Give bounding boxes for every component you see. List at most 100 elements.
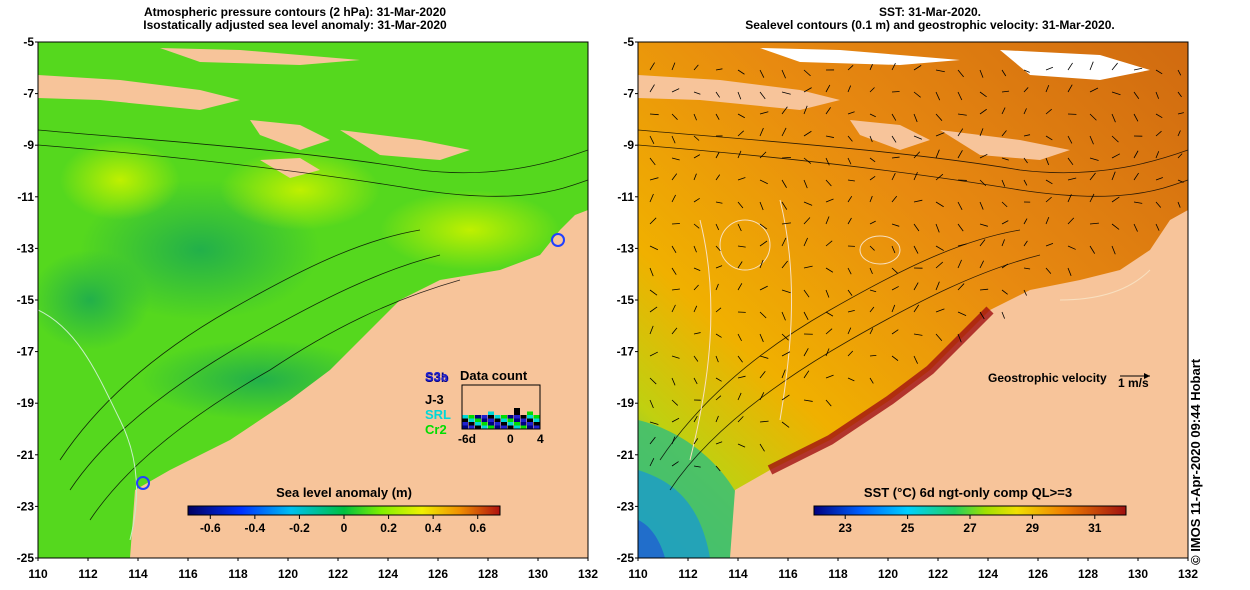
velocity-arrow <box>1067 157 1074 166</box>
velocity-arrow <box>847 350 854 357</box>
velocity-arrow <box>847 111 855 115</box>
count-bar <box>501 422 507 426</box>
velocity-arrow <box>803 69 811 77</box>
count-bar <box>462 415 468 419</box>
sst-ytick-label: -25 <box>617 551 635 565</box>
velocity-arrow <box>671 173 678 181</box>
velocity-arrow <box>1133 172 1139 181</box>
sla-ytick-label: -17 <box>17 345 35 359</box>
velocity-arrows <box>649 61 1184 472</box>
velocity-arrow <box>759 69 765 78</box>
count-xtick: -6d <box>458 432 476 446</box>
velocity-arrow <box>803 217 811 225</box>
velocity-arrow <box>891 91 900 93</box>
velocity-arrow <box>1045 157 1050 166</box>
velocity-arrow <box>1045 84 1050 93</box>
velocity-arrow <box>649 289 658 296</box>
timor-island <box>940 130 1070 160</box>
sla-colorbar-tick-label: -0.2 <box>289 521 310 535</box>
count-bar <box>527 411 533 415</box>
velocity-arrow <box>1045 243 1054 247</box>
velocity-arrow <box>891 172 896 181</box>
sla-xtick-label: 124 <box>378 567 398 581</box>
java-island <box>38 75 240 110</box>
velocity-arrow <box>693 64 699 71</box>
sst-colorbar-tick-label: 25 <box>901 521 915 535</box>
velocity-arrow <box>913 91 921 98</box>
sst-xtick-label: 122 <box>928 567 948 581</box>
velocity-arrow <box>1023 289 1027 296</box>
velocity-arrow <box>891 195 898 203</box>
velocity-arrow <box>825 216 830 225</box>
station-marker <box>136 476 150 490</box>
velocity-arrow <box>759 240 768 247</box>
station-marker <box>551 233 565 247</box>
velocity-arrow <box>1111 245 1116 255</box>
velocity-arrow <box>693 415 698 423</box>
velocity-arrow <box>1111 91 1121 96</box>
velocity-arrow <box>1001 107 1006 115</box>
velocity-arrow <box>1089 157 1099 161</box>
sst-ytick-label: -15 <box>617 293 635 307</box>
count-bar <box>481 422 488 426</box>
velocity-arrow <box>803 105 808 115</box>
velocity-arrow <box>781 201 788 210</box>
count-bar <box>520 422 527 426</box>
velocity-arrow <box>1155 223 1160 231</box>
velocity-arrow <box>737 443 746 448</box>
velocity-arrow <box>825 348 830 357</box>
velocity-arrow <box>979 311 985 320</box>
velocity-arrow <box>737 245 746 248</box>
velocity-arrow <box>847 179 855 182</box>
velocity-arrow <box>1001 179 1006 187</box>
sla-colorbar-tick-label: -0.4 <box>245 521 266 535</box>
count-bar <box>481 425 488 429</box>
velocity-arrow <box>693 91 701 95</box>
sst-xtick-label: 110 <box>628 567 648 581</box>
velocity-arrow <box>869 87 875 93</box>
velocity-arrow <box>935 173 944 181</box>
velocity-arrow <box>759 201 764 211</box>
velocity-arrow <box>891 245 896 254</box>
velocity-arrow <box>715 223 720 231</box>
velocity-arrow <box>935 69 945 73</box>
velocity-arrow <box>913 304 920 313</box>
velocity-arrow <box>847 85 852 93</box>
sla-colorbar-gradient <box>187 505 501 516</box>
velocity-arrow <box>1089 245 1096 254</box>
velocity-arrow <box>671 157 680 161</box>
velocity-arrow <box>693 305 698 313</box>
velocity-arrow <box>671 113 678 120</box>
sla-xtick-label: 128 <box>478 567 498 581</box>
velocity-arrow <box>891 267 898 274</box>
velocity-arrow <box>1045 179 1053 185</box>
velocity-arrow <box>825 328 833 335</box>
count-bar <box>501 418 507 422</box>
count-bar <box>462 422 468 426</box>
velocity-arrow <box>1133 67 1143 71</box>
count-bar <box>501 425 507 429</box>
sst-colorbar-gradient <box>813 505 1127 516</box>
sst-ytick-label: -11 <box>617 190 634 204</box>
sla-colorbar: Sea level anomaly (m) -0.6 -0.4 -0.2 0 0.2 0.… <box>187 485 501 535</box>
sla-xtick-label: 120 <box>278 567 298 581</box>
sla-xtick-label: 110 <box>28 567 48 581</box>
velocity-arrow <box>1045 66 1054 71</box>
velocity-arrow <box>693 245 697 253</box>
velocity-arrow <box>781 106 788 115</box>
sst-colorbar-tick-label: 23 <box>839 521 853 535</box>
velocity-arrow <box>759 127 764 137</box>
velocity-arrow <box>913 333 923 336</box>
velocity-arrow <box>693 198 700 203</box>
velocity-arrow <box>715 283 719 291</box>
sumba-island <box>850 120 930 150</box>
velocity-arrow <box>891 135 897 143</box>
velocity-arrow <box>1023 69 1030 73</box>
sla-xtick-label: 122 <box>328 567 348 581</box>
velocity-arrow <box>693 332 701 335</box>
velocity-arrow <box>803 130 812 137</box>
velocity-arrow <box>781 127 787 137</box>
mission-label: S3b <box>425 370 449 385</box>
velocity-arrow <box>693 173 697 181</box>
velocity-arrow <box>693 154 701 159</box>
